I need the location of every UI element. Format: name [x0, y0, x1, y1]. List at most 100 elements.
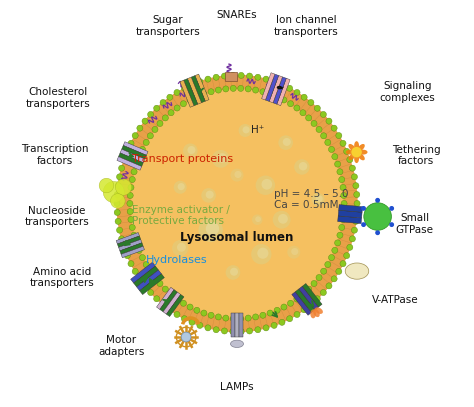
Circle shape	[271, 79, 277, 85]
Ellipse shape	[183, 146, 291, 261]
Circle shape	[99, 178, 114, 193]
Polygon shape	[295, 289, 315, 313]
Polygon shape	[235, 313, 239, 337]
Text: Transcription
factors: Transcription factors	[21, 144, 89, 166]
Polygon shape	[118, 236, 141, 247]
Circle shape	[206, 190, 214, 199]
Circle shape	[127, 208, 133, 214]
Circle shape	[174, 105, 180, 111]
Circle shape	[331, 276, 337, 282]
Polygon shape	[273, 77, 286, 104]
Circle shape	[115, 179, 132, 195]
Circle shape	[110, 194, 125, 208]
Circle shape	[154, 296, 160, 302]
Circle shape	[271, 322, 277, 328]
Circle shape	[375, 230, 380, 235]
Circle shape	[287, 85, 292, 91]
Circle shape	[353, 183, 359, 189]
Circle shape	[139, 254, 146, 260]
Circle shape	[300, 109, 306, 116]
Text: Ion channel
transporters: Ion channel transporters	[273, 15, 338, 37]
Circle shape	[375, 198, 380, 203]
Circle shape	[162, 115, 168, 121]
Circle shape	[235, 171, 242, 178]
Ellipse shape	[194, 158, 280, 249]
Text: Hydrolases: Hydrolases	[146, 255, 207, 265]
Ellipse shape	[162, 123, 312, 284]
Circle shape	[201, 310, 207, 316]
Circle shape	[147, 133, 154, 139]
Circle shape	[124, 148, 130, 154]
Circle shape	[263, 76, 269, 82]
Circle shape	[131, 232, 137, 238]
Polygon shape	[160, 290, 177, 312]
Circle shape	[103, 182, 124, 203]
Circle shape	[201, 91, 207, 97]
Circle shape	[255, 175, 275, 195]
Polygon shape	[180, 80, 194, 107]
Ellipse shape	[357, 153, 365, 160]
Polygon shape	[122, 145, 146, 159]
Circle shape	[340, 260, 346, 267]
Circle shape	[252, 214, 263, 225]
Circle shape	[257, 247, 268, 259]
Ellipse shape	[186, 149, 288, 258]
Ellipse shape	[133, 91, 341, 316]
Circle shape	[152, 274, 158, 280]
Circle shape	[131, 169, 137, 175]
Circle shape	[341, 208, 347, 214]
Text: Amino acid
transporters: Amino acid transporters	[29, 267, 94, 288]
Circle shape	[168, 109, 174, 116]
Polygon shape	[183, 79, 198, 106]
Circle shape	[160, 99, 166, 105]
Polygon shape	[265, 74, 279, 101]
Circle shape	[246, 73, 253, 79]
Circle shape	[325, 140, 331, 145]
Circle shape	[223, 86, 229, 92]
Circle shape	[306, 115, 312, 121]
Ellipse shape	[230, 340, 244, 348]
Circle shape	[215, 87, 221, 93]
Ellipse shape	[232, 198, 242, 209]
Circle shape	[337, 232, 343, 238]
Circle shape	[308, 302, 314, 308]
Circle shape	[267, 310, 273, 316]
Circle shape	[273, 211, 291, 229]
Circle shape	[326, 118, 332, 124]
Circle shape	[237, 85, 244, 92]
Ellipse shape	[170, 131, 304, 276]
Polygon shape	[338, 205, 363, 212]
Ellipse shape	[221, 186, 253, 221]
Circle shape	[238, 124, 252, 137]
Polygon shape	[118, 153, 143, 166]
Circle shape	[294, 105, 300, 111]
Polygon shape	[302, 284, 322, 307]
Circle shape	[147, 268, 154, 274]
Circle shape	[288, 300, 293, 306]
Circle shape	[294, 311, 300, 317]
Circle shape	[114, 201, 120, 206]
Circle shape	[253, 87, 259, 93]
Circle shape	[263, 325, 269, 331]
Circle shape	[287, 316, 292, 322]
Ellipse shape	[229, 195, 245, 212]
Circle shape	[221, 328, 228, 334]
Circle shape	[118, 165, 125, 171]
Polygon shape	[166, 295, 184, 317]
Circle shape	[344, 253, 350, 259]
Polygon shape	[156, 287, 174, 309]
Text: Sugar
transporters: Sugar transporters	[136, 15, 201, 37]
Circle shape	[194, 94, 200, 100]
Text: Signaling
complexes: Signaling complexes	[380, 81, 435, 103]
Text: Cholesterol
transporters: Cholesterol transporters	[25, 87, 90, 109]
Ellipse shape	[200, 163, 274, 244]
Polygon shape	[116, 232, 139, 244]
Circle shape	[325, 262, 331, 267]
Circle shape	[311, 120, 317, 127]
Circle shape	[230, 328, 236, 335]
Circle shape	[267, 91, 273, 97]
Ellipse shape	[178, 140, 296, 267]
Ellipse shape	[345, 263, 369, 279]
Text: Motor
adapters: Motor adapters	[98, 335, 145, 357]
Circle shape	[320, 112, 327, 118]
